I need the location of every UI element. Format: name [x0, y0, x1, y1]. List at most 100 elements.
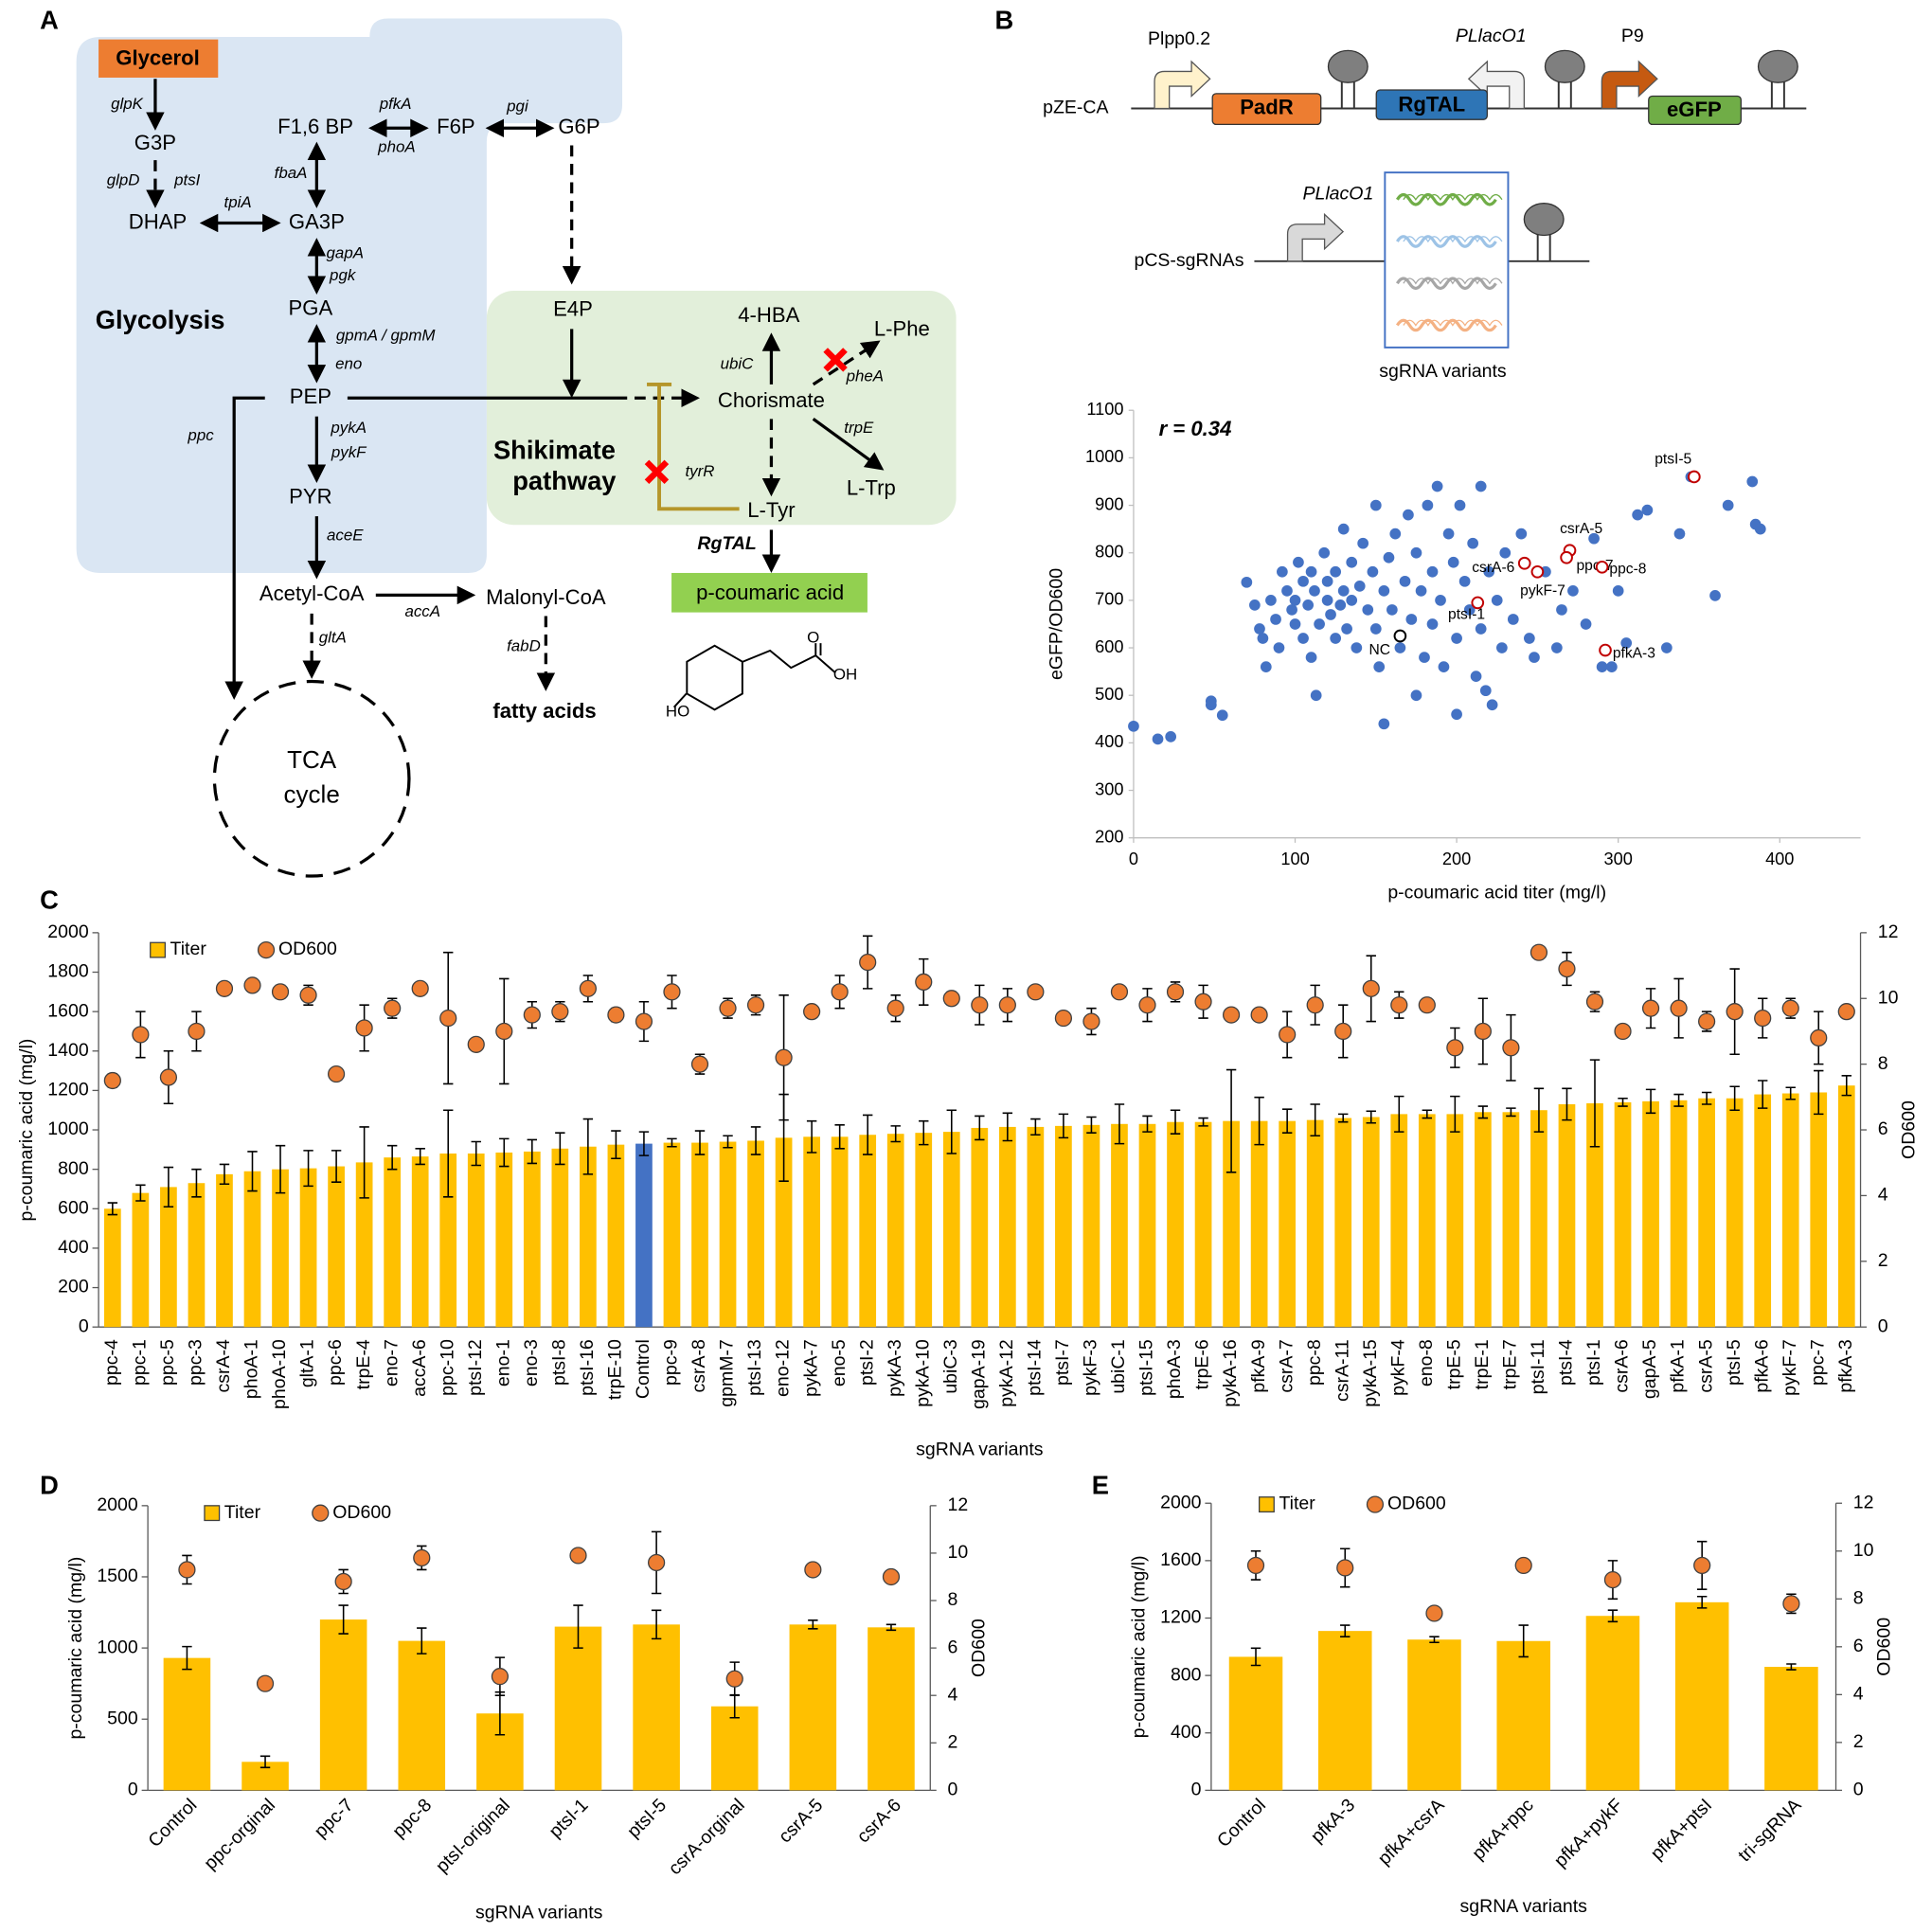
error-bar — [182, 1645, 192, 1671]
error-bar — [1422, 1109, 1433, 1119]
data-point — [1351, 642, 1363, 653]
data-point — [1746, 475, 1759, 488]
gene-label: pheA — [846, 367, 884, 385]
y2-tick-label: 2 — [947, 1731, 957, 1752]
od-point — [411, 979, 429, 997]
metabolite: E4P — [553, 297, 593, 321]
plasmid-name: pCS-sgRNAs — [1135, 250, 1244, 271]
error-bar — [1429, 1636, 1440, 1644]
data-point — [1241, 576, 1253, 588]
legend-marker — [150, 941, 166, 958]
error-bar — [1589, 1059, 1601, 1148]
data-point — [1325, 609, 1336, 620]
od-point — [384, 999, 402, 1017]
data-point — [1612, 584, 1624, 597]
bar — [1530, 1110, 1547, 1328]
tca-cycle — [212, 679, 411, 878]
bar — [554, 1626, 602, 1791]
promoter — [1601, 60, 1658, 110]
x-tick-label: 100 — [1280, 850, 1309, 868]
data-point — [1302, 599, 1315, 611]
bar — [1055, 1125, 1072, 1328]
legend-label: OD600 — [332, 1502, 391, 1523]
data-point — [1556, 604, 1567, 616]
data-point — [1517, 556, 1531, 570]
y-tick-label: 1600 — [1160, 1549, 1202, 1570]
bar — [523, 1151, 541, 1328]
bar — [1670, 1100, 1688, 1328]
knockout-mark — [644, 459, 670, 484]
data-point — [1438, 661, 1450, 672]
x-tick-label: ppc-9 — [661, 1339, 682, 1386]
od-point — [491, 1668, 509, 1686]
error-bar — [750, 1126, 761, 1155]
bar — [384, 1157, 402, 1328]
od-point — [178, 1561, 196, 1579]
data-point — [1297, 633, 1309, 644]
y2-tick-label: 6 — [1853, 1636, 1864, 1656]
error-bar — [834, 1124, 845, 1150]
y2-tick-label: 8 — [1853, 1587, 1864, 1608]
error-bar — [1607, 1609, 1619, 1623]
data-point — [1321, 575, 1333, 587]
error-bar — [1058, 1113, 1069, 1139]
data-point — [1305, 652, 1317, 663]
data-point — [1293, 556, 1304, 568]
data-point — [1660, 642, 1673, 653]
legend-label: Titer — [1279, 1494, 1315, 1514]
bar — [710, 1706, 759, 1791]
x-tick-label: ppc-7 — [1807, 1339, 1828, 1386]
metabolite: Acetyl-CoA — [259, 581, 365, 605]
y-tick-label: 200 — [1095, 828, 1123, 847]
data-point — [1152, 733, 1164, 745]
data-point — [1483, 565, 1495, 578]
y-tick-label: 700 — [1095, 590, 1123, 609]
data-point — [1479, 685, 1492, 697]
data-point — [1475, 480, 1487, 492]
data-point — [1378, 584, 1390, 597]
od-point — [1782, 1595, 1800, 1613]
data-point — [1415, 584, 1427, 597]
y-tick-label: 2000 — [97, 1494, 138, 1515]
x-tick-label: ptsI-7 — [1052, 1339, 1073, 1386]
od-point — [1514, 1556, 1532, 1575]
error-bar — [555, 1132, 565, 1166]
arrow — [812, 418, 885, 471]
y-tick-label: 0 — [79, 1315, 89, 1336]
metabolite: L-Trp — [847, 475, 896, 499]
y-tick-label: 600 — [58, 1197, 89, 1218]
region-label: Shikimate — [493, 436, 616, 465]
x-tick-label: ptsI-16 — [577, 1339, 598, 1396]
od-point — [1390, 996, 1408, 1014]
bar — [1614, 1101, 1632, 1328]
y2-tick-label: 12 — [947, 1494, 968, 1515]
point-label: ppc-8 — [1609, 562, 1646, 578]
od-point — [103, 1071, 121, 1090]
panel-label: D — [40, 1471, 59, 1500]
y2-tick-label: 6 — [1878, 1118, 1888, 1139]
od-point — [775, 1048, 793, 1066]
x-tick-label: 0 — [1129, 850, 1138, 868]
od-point — [1603, 1570, 1622, 1589]
terminator — [1544, 49, 1585, 83]
bar — [1194, 1121, 1212, 1328]
od-point — [746, 996, 765, 1014]
y-tick-label: 1500 — [97, 1565, 138, 1586]
metabolite: TCA — [287, 745, 337, 774]
od-point — [579, 979, 597, 997]
data-point — [1309, 584, 1320, 597]
legend-label: Titer — [170, 939, 207, 959]
data-point — [1341, 623, 1352, 635]
y2-tick-label: 4 — [947, 1684, 957, 1705]
y-tick-label: 1600 — [47, 1000, 89, 1021]
y2-tick-label: 0 — [1878, 1315, 1888, 1336]
x-tick-label: pfkA-1 — [1668, 1339, 1689, 1392]
y2-tick-label: 10 — [947, 1542, 968, 1563]
bar — [859, 1135, 877, 1328]
y-tick-label: 1100 — [1086, 400, 1123, 419]
od-point — [635, 1012, 653, 1030]
metabolite: Malonyl-CoA — [486, 585, 606, 609]
error-bar — [886, 1623, 897, 1632]
bar — [132, 1192, 150, 1328]
legend-marker — [1366, 1495, 1385, 1513]
